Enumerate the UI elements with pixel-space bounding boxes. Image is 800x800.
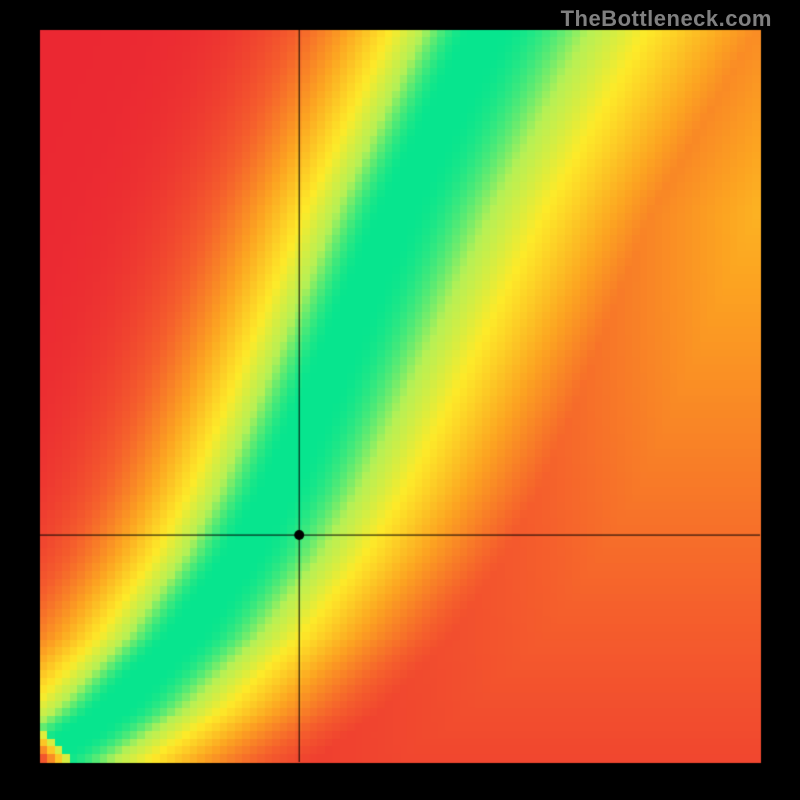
bottleneck-heatmap [0, 0, 800, 800]
chart-container: TheBottleneck.com [0, 0, 800, 800]
watermark-text: TheBottleneck.com [561, 6, 772, 32]
